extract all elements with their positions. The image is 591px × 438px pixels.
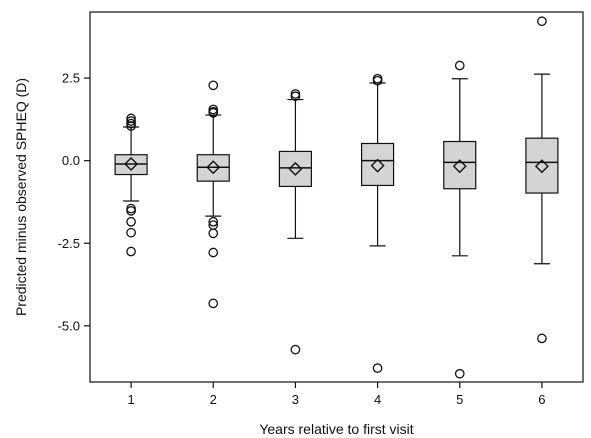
outlier-point — [372, 73, 383, 84]
outlier-point — [290, 344, 301, 355]
outlier-point — [208, 228, 219, 239]
plot-area-frame — [89, 11, 584, 383]
outlier-point — [208, 80, 219, 91]
outlier-point — [208, 247, 219, 258]
box-group-5 — [443, 60, 477, 379]
outlier-point — [208, 107, 219, 118]
boxes-group — [114, 16, 559, 379]
x-tick-label: 4 — [374, 392, 381, 407]
mean-marker — [534, 159, 549, 174]
outlier-point — [537, 333, 547, 344]
box-group-6 — [525, 16, 559, 344]
outlier-point — [126, 118, 136, 129]
outlier-point — [454, 368, 465, 379]
x-tick-label: 6 — [538, 392, 545, 407]
y-tick-label: -2.5 — [58, 236, 80, 251]
outlier-point — [290, 91, 301, 102]
y-tick-label: 0.0 — [62, 153, 80, 168]
box-group-4 — [360, 73, 395, 373]
x-tick-label: 1 — [127, 392, 134, 407]
x-axis-ticks: 1 2 3 4 5 6 — [127, 382, 546, 407]
y-axis-ticks: 2.5 0.0 -2.5 -5.0 — [58, 71, 90, 333]
x-axis-title: Years relative to first visit — [259, 421, 413, 437]
x-tick-label: 3 — [292, 392, 299, 407]
outlier-point — [126, 116, 136, 126]
y-tick-label: 2.5 — [62, 71, 80, 86]
box — [360, 142, 395, 187]
x-tick-label: 5 — [456, 392, 463, 407]
outlier-point — [126, 246, 136, 257]
mean-marker — [288, 161, 303, 176]
mean-marker — [124, 156, 139, 171]
y-tick-label: -5.0 — [58, 318, 80, 333]
outlier-point — [126, 206, 136, 216]
outlier-point — [208, 216, 219, 227]
y-axis-title: Predicted minus observed SPHEQ (D) — [13, 78, 29, 316]
outlier-point — [454, 60, 465, 71]
box-group-1 — [114, 113, 148, 257]
outlier-point — [372, 363, 383, 373]
mean-marker — [370, 158, 385, 173]
outlier-point — [208, 298, 219, 309]
box-group-2 — [196, 80, 230, 309]
box — [525, 137, 559, 194]
mean-marker — [452, 159, 467, 174]
outlier-point — [126, 227, 136, 238]
box-group-3 — [278, 89, 313, 355]
outlier-point — [126, 216, 136, 227]
x-tick-label: 2 — [210, 392, 217, 407]
outlier-point — [126, 113, 136, 124]
outlier-point — [537, 16, 547, 27]
box — [278, 150, 313, 188]
mean-marker — [206, 160, 221, 175]
outlier-point — [372, 75, 383, 86]
box — [443, 140, 477, 190]
